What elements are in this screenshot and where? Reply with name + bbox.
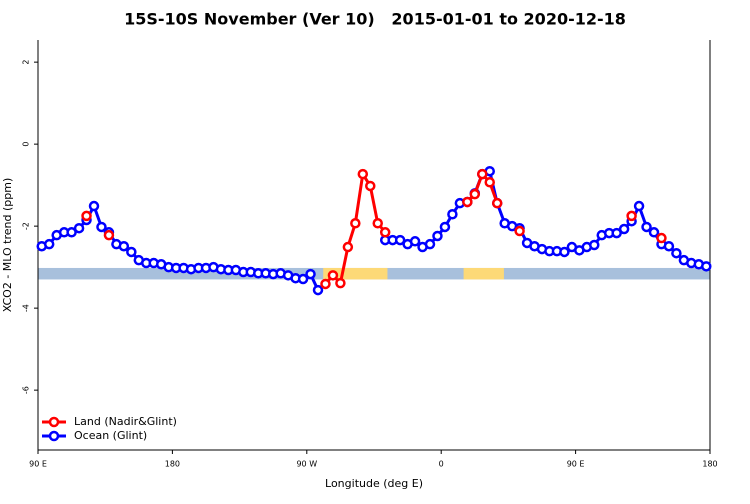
series-marker — [656, 232, 667, 244]
series-marker — [611, 227, 622, 239]
series-marker — [589, 239, 600, 251]
series-marker — [514, 225, 525, 237]
series-marker — [297, 273, 309, 285]
series-marker — [103, 229, 115, 241]
series-marker — [394, 234, 406, 246]
series-marker — [559, 246, 570, 258]
series-marker — [409, 236, 421, 247]
series-marker — [477, 168, 488, 180]
series-marker — [648, 227, 660, 238]
y-axis-label: XCO2 - MLO trend (ppm) — [1, 178, 14, 313]
series-marker — [379, 227, 391, 238]
series-marker — [342, 241, 354, 253]
series-marker — [305, 268, 316, 280]
series-line — [324, 169, 387, 287]
y-tick-label: 2 — [22, 60, 31, 65]
series-marker — [626, 210, 637, 222]
series-marker — [350, 218, 361, 229]
series-marker — [424, 238, 436, 250]
series-marker — [447, 209, 458, 220]
y-tick-label: -4 — [22, 304, 31, 312]
x-tick-label: 90 E — [567, 460, 585, 469]
series-marker — [357, 168, 369, 180]
series-marker — [372, 218, 383, 229]
x-tick-label: 0 — [439, 460, 444, 469]
x-tick-label: 180 — [165, 460, 180, 469]
series-marker — [432, 230, 443, 242]
series-marker — [469, 188, 481, 200]
series-marker — [641, 221, 652, 233]
series-marker — [633, 200, 645, 212]
x-tick-label: 90 W — [296, 460, 317, 469]
series-marker — [81, 210, 92, 222]
series-marker — [701, 261, 712, 272]
y-tick-label: 0 — [22, 142, 31, 147]
series-marker — [491, 197, 503, 209]
land-band — [323, 267, 388, 280]
legend-marker — [48, 416, 60, 428]
series-marker — [118, 240, 130, 252]
series-marker — [96, 221, 107, 233]
series-marker — [618, 223, 630, 235]
series-marker — [365, 180, 376, 192]
legend-label: Ocean (Glint) — [74, 429, 147, 442]
series-marker — [66, 227, 77, 238]
series-marker — [439, 221, 451, 233]
series-marker — [312, 284, 324, 296]
x-axis-label: Longitude (deg E) — [325, 477, 423, 490]
y-tick-label: -2 — [22, 222, 31, 230]
series-marker — [462, 196, 473, 208]
series-marker — [327, 270, 339, 281]
series-marker — [484, 177, 495, 188]
chart-title: 15S-10S November (Ver 10) 2015-01-01 to … — [124, 10, 626, 29]
series-marker — [43, 238, 55, 250]
series-marker — [320, 278, 331, 290]
series-marker — [126, 246, 137, 258]
y-tick-label: -6 — [22, 386, 31, 394]
x-tick-label: 180 — [702, 460, 717, 469]
series-marker — [663, 240, 675, 252]
series-marker — [671, 247, 682, 259]
series-marker — [73, 222, 85, 234]
legend-label: Land (Nadir&Glint) — [74, 415, 177, 428]
series-marker — [335, 277, 346, 289]
legend-marker — [48, 430, 60, 442]
land-band — [463, 267, 504, 280]
series-marker — [88, 200, 100, 212]
x-tick-label: 90 E — [29, 460, 47, 469]
